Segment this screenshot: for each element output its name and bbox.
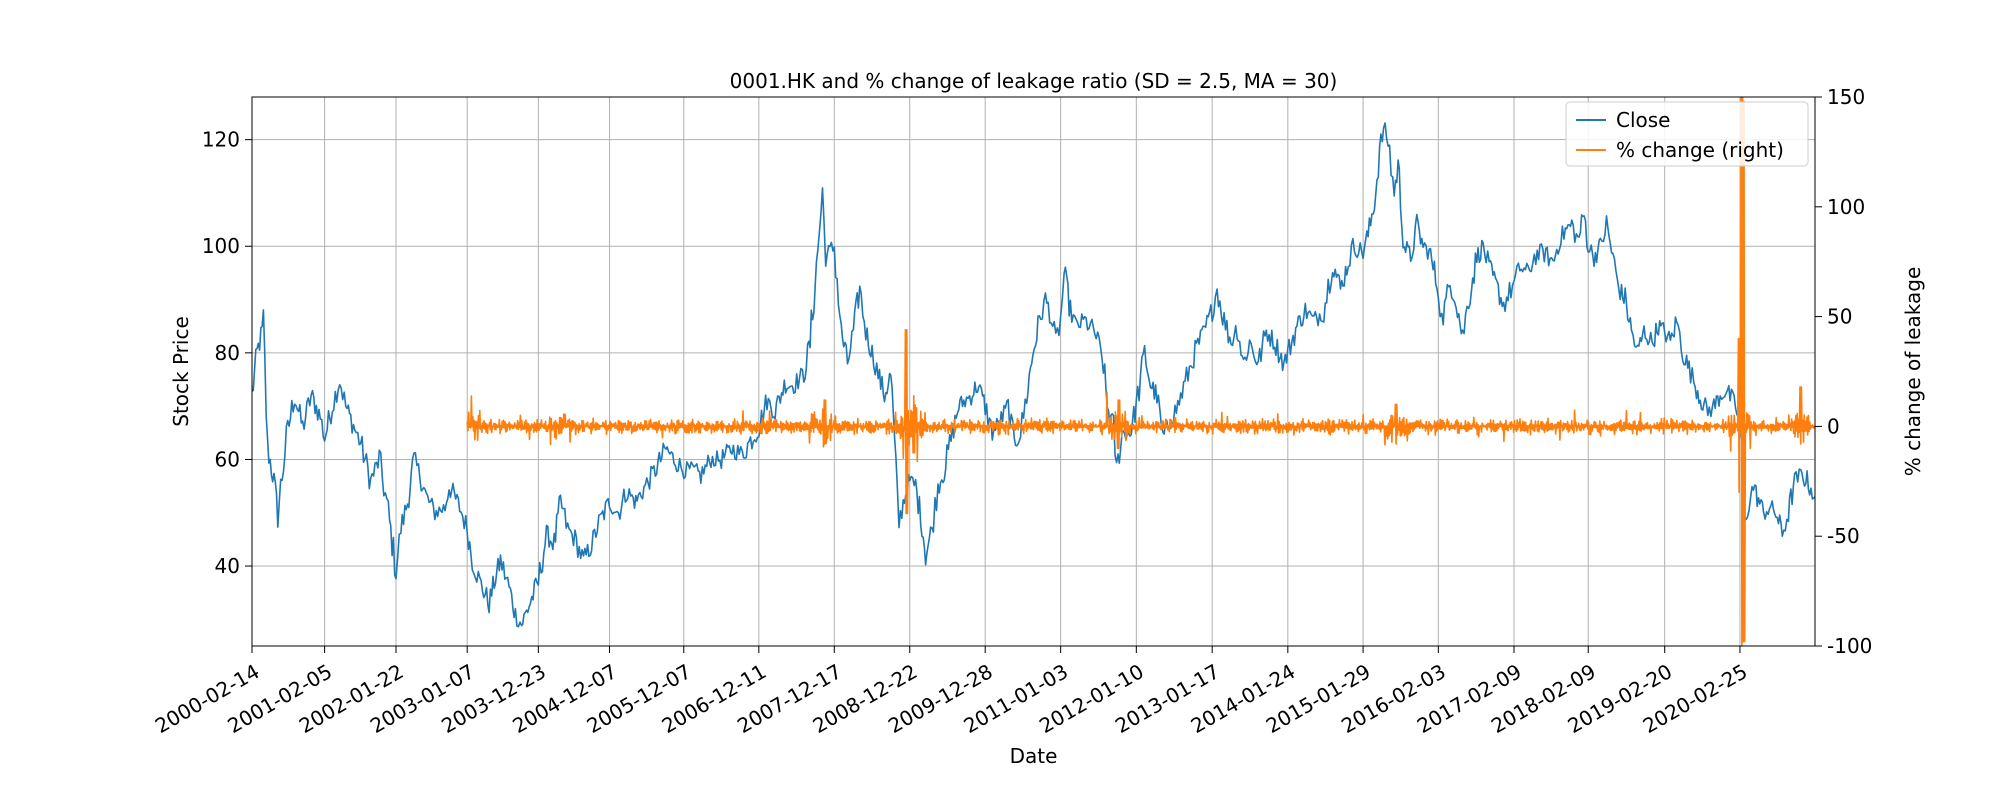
grid-lines [251,97,1815,646]
legend-box [1565,101,1809,167]
y-right-tick-label: 0 [1827,414,1840,438]
series-layer [252,97,1815,646]
y-tick-label: 120 [202,128,240,152]
chart-title: 0001.HK and % change of leakage ratio (S… [730,69,1338,93]
y-tick-label: 40 [215,554,240,578]
legend: Close % change (right) [1565,101,1809,167]
y-axis-right-ticks: -100 -50 0 50 100 150 [1815,85,1872,658]
x-axis-label: Date [1010,744,1058,768]
y-tick-label: 60 [215,447,240,471]
close-series-line [252,122,1815,628]
y-right-tick-label: 50 [1827,305,1852,329]
y-axis-label: Stock Price [169,316,193,427]
plot-frame [251,96,1816,647]
y-right-tick-label: 150 [1827,85,1865,109]
y-right-tick-label: 100 [1827,195,1865,219]
y-axis-ticks: 40 60 80 100 120 [202,128,252,578]
pct-change-series-line [466,97,1815,646]
y-tick-label: 80 [215,341,240,365]
legend-label: % change (right) [1616,138,1784,162]
y-right-tick-label: -50 [1827,524,1860,548]
y-tick-label: 100 [202,234,240,258]
legend-label: Close [1616,108,1670,132]
y-axis-right-label: % change of leakage [1901,267,1925,477]
y-right-tick-label: -100 [1827,634,1872,658]
x-axis-ticks: 2000-02-142001-02-052002-01-222003-01-07… [151,646,1751,738]
